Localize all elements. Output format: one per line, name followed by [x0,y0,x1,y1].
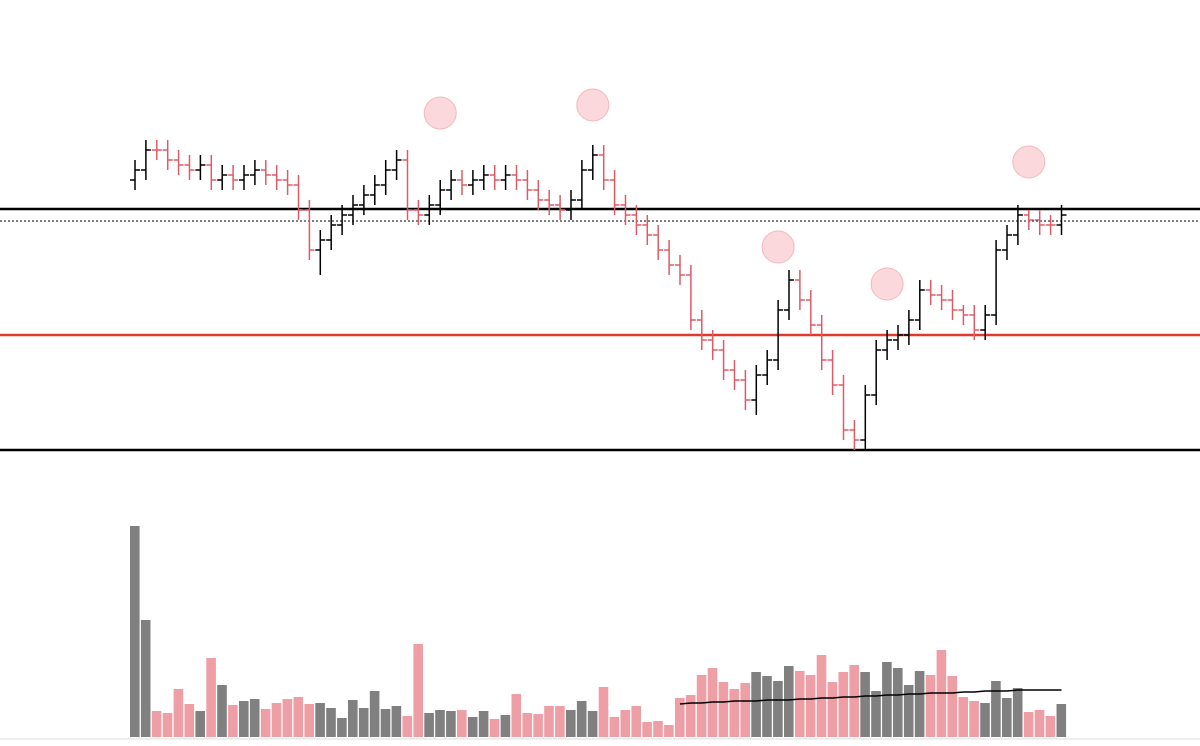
volume-bar [631,706,641,737]
volume-bar [184,704,195,737]
volume-bar [925,675,936,737]
volume-bar [511,694,522,737]
volume-bar [217,685,227,737]
volume-bar [271,703,282,737]
volume-bar [969,701,979,737]
volume-bar [762,676,772,737]
volume-bar [140,620,151,737]
volume-bar [566,710,576,737]
volume-bar [1023,712,1034,737]
volume-bar [816,655,827,737]
volume-bar [402,716,413,737]
volume-bar [773,681,783,737]
volume-bar [522,713,532,737]
volume-bar [500,715,511,737]
volume-bar [958,697,968,737]
volume-bar [609,717,620,737]
volume-bar [337,718,347,737]
volume-bar [914,671,925,737]
volume-bar [435,710,445,737]
volume-bar [794,671,805,737]
volume-bar [882,662,892,737]
volume-bar [467,717,478,737]
volume-bar [598,687,609,737]
volume-bar [457,710,467,737]
volume-bar [685,695,696,737]
volume-bar [162,713,173,737]
volume-bar [260,709,271,737]
volume-bar [1012,688,1023,737]
marker [576,88,610,122]
volume-bar [555,706,565,737]
volume-bar [893,668,903,737]
marker [1012,145,1046,179]
volume-bar [151,711,162,737]
volume-bar [740,683,750,737]
volume-bar [326,708,336,737]
volume-bar [1002,698,1012,737]
volume-bar [903,685,914,737]
volume-bar [446,711,456,737]
volume-bar [130,526,140,737]
volume-bar [533,714,543,737]
volume-bar [620,710,631,737]
volume-bar [860,672,870,737]
volume-bar [348,700,358,737]
volume-bar [478,711,489,737]
volume-bar [827,682,838,737]
volume-bar [489,719,500,737]
marker [870,267,904,301]
volume-bar [980,703,990,737]
volume-bar [664,725,674,737]
volume-bar [358,708,369,737]
volume-bar [642,722,652,737]
volume-bar [1034,710,1045,737]
volume-bar [544,706,554,737]
volume-bar [784,666,794,737]
marker [761,230,795,264]
volume-bar [587,711,598,737]
volume-bar [729,689,740,737]
volume-bar [838,672,849,737]
volume-bar [424,713,434,737]
volume-bar [249,699,260,737]
marker [423,96,457,130]
volume-bar [315,703,325,737]
volume-bar [293,697,304,737]
volume-bar [849,665,859,737]
volume-bar [696,675,707,737]
volume-bar [718,682,729,737]
volume-bar [228,705,238,737]
volume-bar [369,691,380,737]
volume-bar [413,644,423,737]
volume-ma-line [679,689,1062,705]
volume-bar [675,698,685,737]
volume-bar [653,721,663,737]
volume-bar [195,711,205,737]
volume-bar [173,689,184,737]
volume-bar [304,704,314,737]
volume-bar [391,706,402,737]
volume-bar [239,701,249,737]
volume-bar [1056,704,1067,737]
volume-bar [1045,716,1056,737]
volume-bar [947,676,958,737]
volume-bar [751,672,761,737]
volume-bar [282,699,293,737]
volume-bar [805,675,816,737]
volume-bar [206,658,216,737]
volume-bar [576,701,587,737]
volume-bar [991,681,1001,737]
volume-bar [380,709,391,737]
volume-bar [871,691,881,737]
